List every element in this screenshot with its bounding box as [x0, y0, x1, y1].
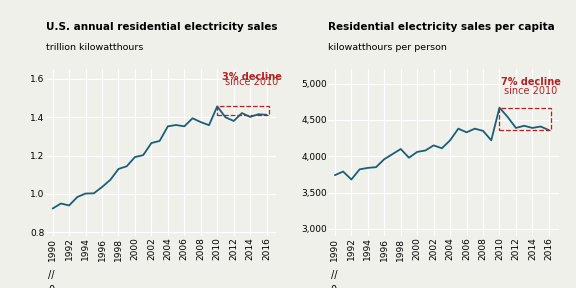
Text: since 2010: since 2010: [504, 86, 558, 96]
Text: 3% decline: 3% decline: [222, 72, 282, 82]
Text: kilowatthours per person: kilowatthours per person: [328, 43, 447, 52]
Text: 7% decline: 7% decline: [501, 77, 560, 87]
Bar: [217, 106, 269, 115]
Text: Residential electricity sales per capita: Residential electricity sales per capita: [328, 22, 555, 32]
Text: trillion kilowatthours: trillion kilowatthours: [46, 43, 143, 52]
Text: //: //: [331, 270, 337, 280]
Text: 0: 0: [331, 285, 337, 288]
Text: //: //: [48, 270, 55, 280]
Text: 0: 0: [48, 285, 55, 288]
Text: since 2010: since 2010: [225, 77, 278, 87]
Text: U.S. annual residential electricity sales: U.S. annual residential electricity sale…: [46, 22, 278, 32]
Bar: [499, 108, 551, 130]
